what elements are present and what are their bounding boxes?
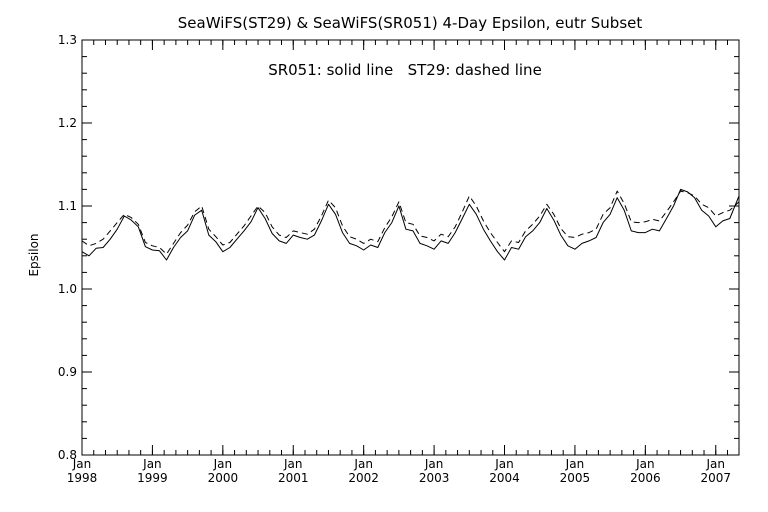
y-tick-label: 0.8 <box>58 448 77 462</box>
x-tick-month: Jan <box>565 457 585 471</box>
x-tick-year: 1998 <box>67 471 98 485</box>
y-tick-label: 1.3 <box>58 33 77 47</box>
x-tick-year: 2004 <box>489 471 520 485</box>
x-tick-month: Jan <box>424 457 444 471</box>
series-line-st29 <box>81 190 740 255</box>
plot-frame <box>81 39 740 456</box>
chart-title: SeaWiFS(ST29) & SeaWiFS(SR051) 4-Day Eps… <box>178 14 643 32</box>
chart-legend-note: SR051: solid line ST29: dashed line <box>268 61 542 79</box>
x-tick-year: 2006 <box>630 471 661 485</box>
x-tick-month: Jan <box>142 457 162 471</box>
x-tick-year: 2007 <box>700 471 731 485</box>
x-tick-month: Jan <box>635 457 655 471</box>
x-tick-year: 2001 <box>278 471 309 485</box>
x-tick-month: Jan <box>353 457 373 471</box>
x-tick-year: 2000 <box>208 471 239 485</box>
y-axis: 0.8 0.9 1.0 1.1 1.2 1.3 <box>58 33 739 462</box>
x-tick-year: 2003 <box>419 471 450 485</box>
series-line-sr051 <box>81 188 740 261</box>
x-tick-month: Jan <box>72 457 92 471</box>
x-tick-year: 2005 <box>560 471 591 485</box>
x-tick-month: Jan <box>706 457 726 471</box>
x-tick-year: 1999 <box>137 471 168 485</box>
x-axis: Jan1998Jan1999Jan2000Jan2001Jan2002Jan20… <box>67 40 731 485</box>
x-tick-year: 2002 <box>348 471 379 485</box>
y-tick-label: 1.0 <box>58 282 77 296</box>
y-tick-label: 0.9 <box>58 365 77 379</box>
series-group <box>81 188 740 261</box>
x-tick-month: Jan <box>494 457 514 471</box>
x-tick-month: Jan <box>213 457 233 471</box>
y-axis-label: Epsilon <box>27 233 41 276</box>
y-tick-label: 1.1 <box>58 199 77 213</box>
y-tick-label: 1.2 <box>58 116 77 130</box>
x-tick-month: Jan <box>283 457 303 471</box>
